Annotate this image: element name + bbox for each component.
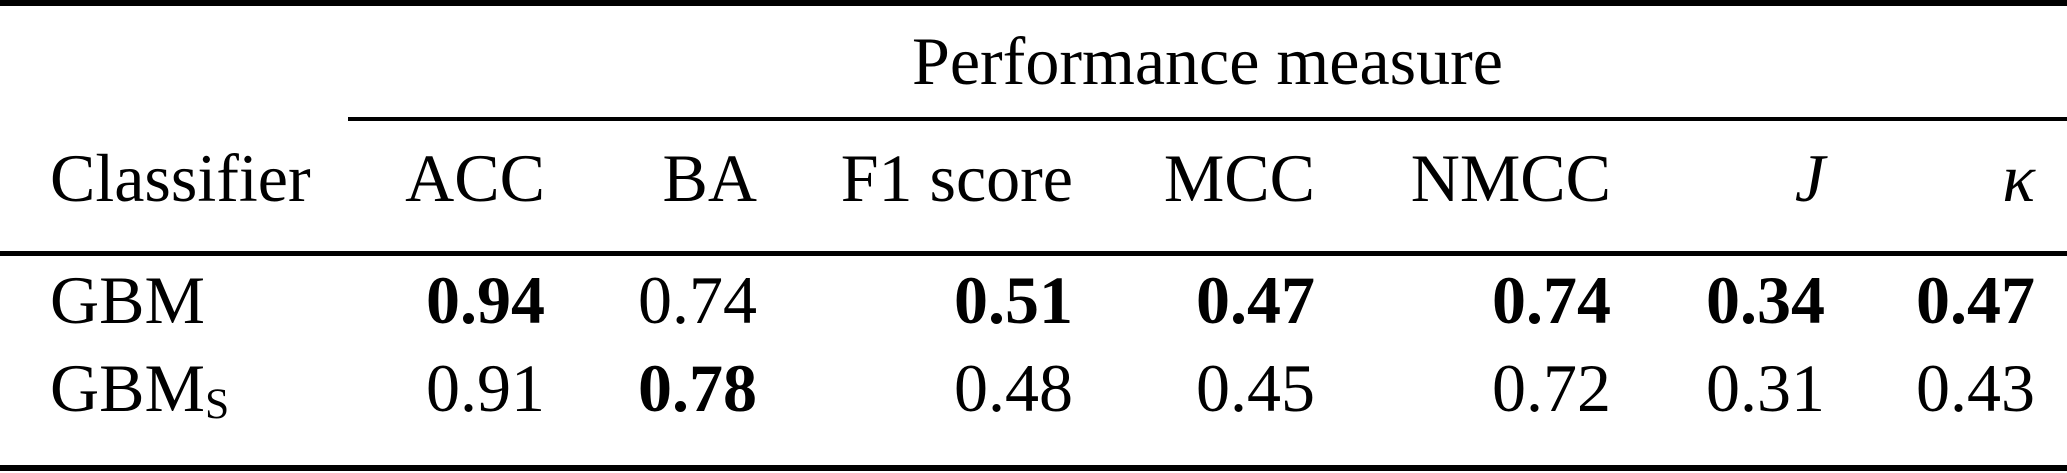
cell-kappa: 0.43	[1916, 349, 2035, 426]
classifier-label: GBMS	[0, 349, 330, 428]
cell-ba: 0.78	[638, 349, 757, 426]
bottom-rule	[0, 465, 2067, 471]
table-row-gbm: GBM 0.94 0.74 0.51 0.47 0.74 0.34 0.47	[0, 256, 2067, 344]
group-header-row: Performance measure	[0, 6, 2067, 117]
group-span-rule	[348, 117, 2067, 121]
column-header-f1-score: F1 score	[840, 139, 1073, 216]
cell-f1-score: 0.51	[954, 261, 1073, 338]
table-row-gbm-s: GBMS 0.91 0.78 0.48 0.45 0.72 0.31 0.43	[0, 344, 2067, 432]
top-rule	[0, 0, 2067, 6]
column-header-classifier: Classifier	[50, 139, 311, 216]
column-header-kappa: κ	[2002, 139, 2035, 216]
classifier-label: GBM	[0, 261, 330, 340]
column-header-nmcc: NMCC	[1410, 139, 1611, 216]
column-header-ba: BA	[662, 139, 757, 216]
cell-ba: 0.74	[638, 261, 757, 338]
cell-mcc: 0.45	[1196, 349, 1315, 426]
cell-nmcc: 0.72	[1492, 349, 1611, 426]
classifier-name: GBM	[50, 349, 205, 426]
column-header-mcc: MCC	[1163, 139, 1315, 216]
column-header-j: J	[1794, 139, 1825, 216]
cell-j: 0.34	[1706, 261, 1825, 338]
classifier-name: GBM	[50, 261, 205, 338]
header-rule	[0, 251, 2067, 256]
cell-acc: 0.91	[426, 349, 545, 426]
cell-mcc: 0.47	[1196, 261, 1315, 338]
group-header: Performance measure	[912, 23, 1503, 99]
column-header-row: Classifier ACC BA F1 score MCC NMCC J κ	[0, 121, 2067, 251]
cell-acc: 0.94	[426, 261, 545, 338]
column-header-acc: ACC	[405, 139, 545, 216]
bottom-spacer	[0, 432, 2067, 465]
cell-f1-score: 0.48	[954, 349, 1073, 426]
classifier-subscript: S	[204, 380, 230, 429]
cell-nmcc: 0.74	[1492, 261, 1611, 338]
cell-j: 0.31	[1706, 349, 1825, 426]
cell-kappa: 0.47	[1916, 261, 2035, 338]
